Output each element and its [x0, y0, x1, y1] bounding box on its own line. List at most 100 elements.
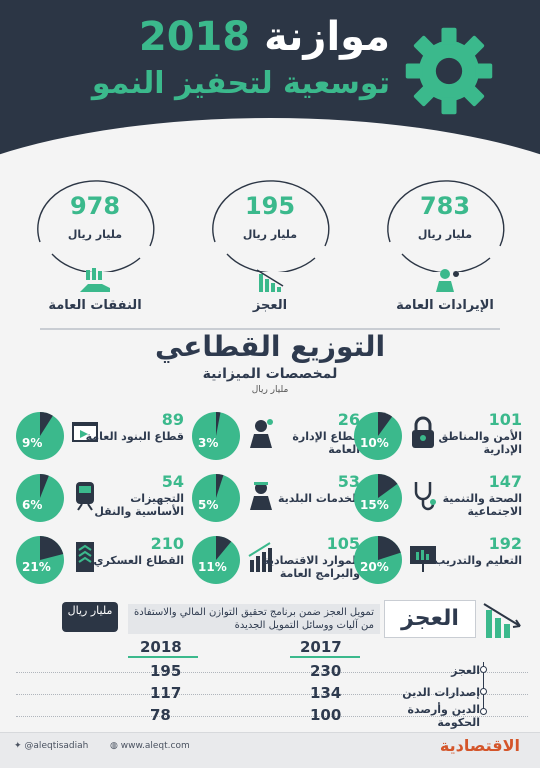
ring-decoration: [37, 180, 155, 272]
deficit-value: 195: [244, 192, 296, 220]
sector-name: الموارد الاقتصادية والبرامج العامة: [263, 554, 360, 580]
row-govt-balances-2017: 100: [310, 706, 342, 724]
revenue-value: 783: [419, 192, 471, 220]
sector-card: 15% 147 الصحة والتنمية الاجتماعية: [352, 468, 526, 528]
sector-pie: [354, 536, 402, 584]
pie-slice: [40, 474, 49, 498]
row-divider: [16, 672, 528, 673]
sector-card: 21% 210 القطاع العسكري: [14, 530, 188, 590]
gear-icon: [405, 27, 493, 115]
section-divider: [40, 328, 500, 330]
row-marker: [480, 666, 487, 673]
municipal-worker-icon: [250, 482, 272, 510]
globe-icon: ◍: [110, 741, 118, 751]
sector-value: 54: [161, 472, 184, 491]
twitter-text: @aleqtisadiah: [24, 741, 89, 751]
sector-card: 9% 89 قطاع البنود العامة: [14, 406, 188, 466]
twitter-handle[interactable]: ✦ @aleqtisadiah: [14, 741, 88, 751]
sector-pie: [192, 474, 240, 522]
pie-slice: [40, 412, 53, 436]
sector-value: 210: [150, 534, 184, 553]
expenditure-value: 978: [69, 192, 121, 220]
page-title: موازنة 2018: [139, 14, 390, 60]
sector-percent: 9%: [22, 436, 43, 450]
row-deficit-2017: 230: [310, 662, 342, 680]
summary-expenditure: 978 مليار ريال النفقات العامة: [20, 172, 170, 313]
sector-percent: 5%: [198, 498, 219, 512]
sector-name: القطاع العسكري: [93, 554, 184, 567]
money-hand-icon: [80, 268, 110, 292]
sector-value: 192: [488, 534, 522, 553]
summary-revenue: 783 مليار ريال الإيرادات العامة: [370, 172, 520, 313]
sector-pie: [192, 536, 240, 584]
browser-window-icon: [72, 422, 98, 442]
sector-value: 26: [337, 410, 360, 429]
revenue-unit: مليار ريال: [417, 228, 473, 241]
sector-pie: [354, 412, 402, 460]
footer: [0, 732, 540, 768]
sector-value: 89: [161, 410, 184, 429]
sector-pie: [16, 536, 64, 584]
sector-percent: 10%: [360, 436, 389, 450]
sector-card: 5% 53 الخدمات البلدية: [190, 468, 364, 528]
sectors-unit: مليار ريال: [251, 385, 289, 395]
row-marker: [480, 688, 487, 695]
sector-card: 3% 26 قطاع الإدارة العامة: [190, 406, 364, 466]
sector-pie: [192, 412, 240, 460]
administrator-icon: [250, 419, 273, 448]
sector-name: الصحة والتنمية الاجتماعية: [442, 492, 522, 518]
padlock-icon: [412, 416, 434, 448]
sector-name: التجهيزات الأساسية والنقل: [94, 492, 184, 518]
deficit-unit: مليار ريال: [242, 228, 298, 241]
sector-name: الخدمات البلدية: [277, 492, 360, 505]
stethoscope-icon: [414, 482, 436, 511]
website-link[interactable]: ◍ www.aleqt.com: [110, 741, 190, 751]
expenditure-unit: مليار ريال: [67, 228, 123, 241]
row-govt-balances-label: الدين وأرصدة الحكومة: [407, 703, 480, 729]
year-2017-header: 2017: [300, 638, 342, 656]
person-money-icon: [436, 269, 459, 292]
sector-card: 10% 101 الأمن والمناطق الإدارية: [352, 406, 526, 466]
sector-name: التعليم والتدريب: [434, 554, 522, 567]
pie-slice: [378, 474, 398, 498]
deficit-label: العجز: [252, 298, 288, 313]
row-divider: [16, 716, 528, 717]
sector-pie: [16, 412, 64, 460]
year-2017-underline: [290, 656, 360, 658]
sector-name: الأمن والمناطق الإدارية: [438, 430, 522, 456]
ring-decoration: [387, 180, 505, 272]
publisher-logo: الاقتصادية: [439, 736, 520, 755]
sector-pie: [16, 474, 64, 522]
sectors-subtitle: لمخصصات الميزانية: [202, 366, 338, 382]
whiteboard-icon: [410, 546, 436, 572]
pie-slice: [216, 536, 232, 560]
row-divider: [16, 694, 528, 695]
revenue-label: الإيرادات العامة: [396, 298, 494, 313]
row-govt-balances-2018: 78: [150, 706, 171, 724]
military-rank-icon: [76, 542, 94, 572]
sector-name: قطاع البنود العامة: [85, 430, 184, 443]
deficit-description-box: [128, 604, 380, 634]
pie-slice: [216, 412, 221, 436]
row-debt-issuance-2017: 134: [310, 684, 342, 702]
year-2018-underline: [128, 656, 198, 658]
sector-card: 11% 105 الموارد الاقتصادية والبرامج العامة: [190, 530, 364, 590]
row-deficit-2018: 195: [150, 662, 182, 680]
decline-chart-icon: [483, 603, 521, 638]
sector-pie: [354, 474, 402, 522]
expenditure-label: النفقات العامة: [48, 298, 142, 313]
sector-percent: 3%: [198, 436, 219, 450]
sector-value: 101: [488, 410, 522, 429]
sector-value: 147: [488, 472, 522, 491]
sector-percent: 20%: [360, 560, 389, 574]
deficit-title: العجز: [384, 600, 476, 638]
sector-value: 105: [326, 534, 360, 553]
pie-slice: [378, 412, 393, 436]
summary-deficit: 195 مليار ريال العجز: [195, 172, 345, 313]
sector-percent: 11%: [198, 560, 227, 574]
title-word: موازنة: [264, 14, 390, 60]
train-icon: [76, 482, 94, 511]
row-deficit-label: العجز: [451, 664, 480, 677]
growth-chart-icon: [248, 542, 272, 572]
page-subtitle: توسعية لتحفيز النمو: [91, 66, 390, 101]
